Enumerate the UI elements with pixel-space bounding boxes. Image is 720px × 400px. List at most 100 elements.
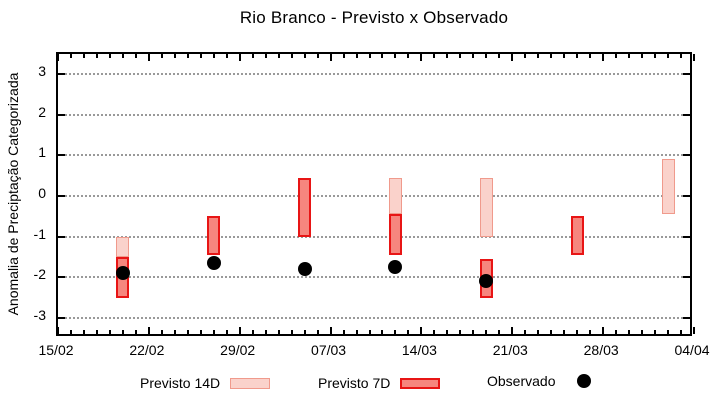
y-tick	[683, 154, 690, 157]
legend-label-previsto-14d: Previsto 14D	[140, 375, 221, 391]
x-tick	[316, 54, 319, 58]
x-tick	[563, 330, 566, 334]
x-tick	[641, 54, 644, 58]
x-tick	[95, 54, 98, 58]
x-tick	[433, 54, 436, 58]
observed-dot	[388, 260, 403, 275]
legend-item-previsto-7d: Previsto 7D	[318, 374, 441, 392]
x-tick	[615, 54, 618, 58]
x-tick	[264, 330, 267, 334]
x-tick	[667, 330, 670, 334]
x-tick	[329, 54, 332, 61]
y-tick	[683, 195, 690, 197]
x-tick	[108, 54, 111, 58]
x-tick	[680, 54, 683, 58]
x-tick	[407, 330, 410, 334]
x-tick	[134, 330, 137, 334]
x-tick-label: 04/04	[674, 342, 710, 358]
y-tick	[58, 317, 65, 319]
x-tick	[498, 54, 501, 58]
x-tick	[433, 330, 436, 334]
y-tick	[58, 195, 65, 197]
x-tick	[147, 327, 150, 334]
legend-dot-observado-icon	[577, 374, 592, 388]
x-tick	[654, 54, 657, 58]
x-tick	[147, 54, 150, 61]
x-tick	[212, 330, 215, 334]
x-tick	[524, 54, 527, 58]
gridline	[58, 195, 690, 197]
x-tick	[654, 330, 657, 334]
x-tick-label: 14/03	[401, 342, 437, 358]
x-tick	[472, 330, 475, 334]
x-tick	[121, 330, 124, 334]
x-tick	[199, 54, 202, 58]
x-tick	[199, 330, 202, 334]
x-tick	[641, 330, 644, 334]
x-tick	[459, 54, 462, 58]
x-tick	[355, 330, 358, 334]
x-tick	[303, 54, 306, 58]
x-tick	[537, 330, 540, 334]
x-tick	[95, 330, 98, 334]
x-tick	[82, 54, 85, 58]
x-tick	[225, 330, 228, 334]
gridline	[58, 154, 690, 157]
y-tick-label: 2	[38, 103, 46, 120]
gridline	[58, 317, 690, 319]
observed-dot	[297, 262, 312, 277]
y-tick	[683, 317, 690, 319]
x-tick	[290, 330, 293, 334]
x-tick	[420, 54, 423, 61]
x-tick	[134, 54, 137, 58]
y-tick	[58, 276, 65, 279]
y-tick	[58, 235, 65, 238]
x-tick	[693, 327, 695, 334]
y-tick	[58, 113, 65, 116]
range-bar-previsto-7d	[388, 214, 402, 255]
legend-label-observado: Observado	[487, 373, 556, 389]
x-tick	[342, 54, 345, 58]
observed-dot	[206, 256, 221, 271]
x-tick	[355, 54, 358, 58]
x-tick	[316, 330, 319, 334]
y-tick-label: 1	[38, 144, 46, 161]
x-tick	[277, 330, 280, 334]
x-tick	[485, 330, 488, 334]
x-tick-label: 15/02	[38, 342, 74, 358]
y-tick	[58, 73, 65, 75]
y-tick-label: -2	[33, 266, 46, 283]
x-tick	[82, 330, 85, 334]
y-tick-label: 0	[38, 185, 46, 201]
x-tick-label: 28/03	[583, 342, 619, 358]
x-tick	[290, 54, 293, 58]
x-tick	[680, 330, 683, 334]
x-tick	[511, 327, 514, 334]
x-tick	[407, 54, 410, 58]
range-bar-previsto-7d	[207, 216, 221, 255]
x-tick	[537, 54, 540, 58]
x-tick	[628, 330, 631, 334]
x-tick	[303, 330, 306, 334]
x-tick	[394, 54, 397, 58]
x-tick	[173, 54, 176, 58]
plot-area	[56, 52, 695, 336]
x-tick	[589, 330, 592, 334]
x-tick	[121, 54, 124, 58]
range-bar-previsto-14d	[116, 236, 130, 257]
y-tick	[58, 154, 65, 157]
x-tick	[251, 54, 254, 58]
gridline	[58, 235, 690, 238]
y-tick-label: -1	[33, 225, 46, 242]
observed-dot	[479, 274, 494, 289]
legend-label-previsto-7d: Previsto 7D	[318, 375, 391, 391]
legend-item-previsto-14d: Previsto 14D	[140, 374, 271, 392]
x-tick	[238, 54, 241, 61]
range-bar-previsto-14d	[661, 159, 675, 215]
x-tick-label: 21/03	[492, 342, 528, 358]
x-tick	[550, 330, 553, 334]
chart-title: Rio Branco - Previsto x Observado	[239, 8, 509, 27]
x-tick	[394, 330, 397, 334]
x-tick	[511, 54, 514, 61]
x-tick	[368, 330, 371, 334]
